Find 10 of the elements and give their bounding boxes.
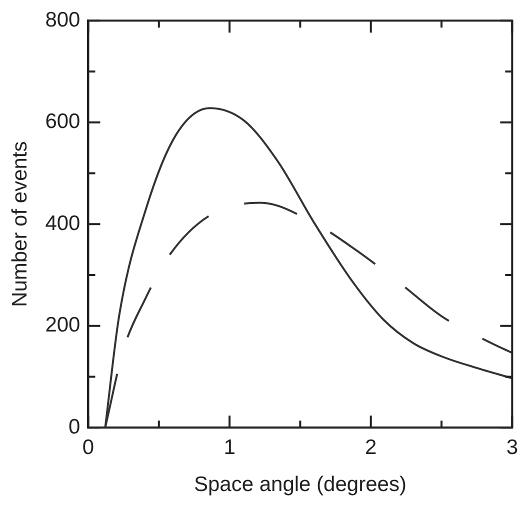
y-tick-label: 200 (45, 314, 80, 337)
y-tick-label: 0 (68, 415, 80, 438)
x-tick-label: 3 (506, 436, 518, 459)
y-axis-title: Number of events (8, 141, 32, 307)
y-tick-label: 400 (45, 212, 80, 235)
y-tick-label: 800 (45, 8, 80, 32)
y-tick-label: 600 (45, 110, 80, 134)
x-tick-label: 2 (365, 436, 377, 459)
x-axis-title: Space angle (degrees) (194, 473, 406, 496)
x-tick-label: 1 (224, 436, 236, 459)
